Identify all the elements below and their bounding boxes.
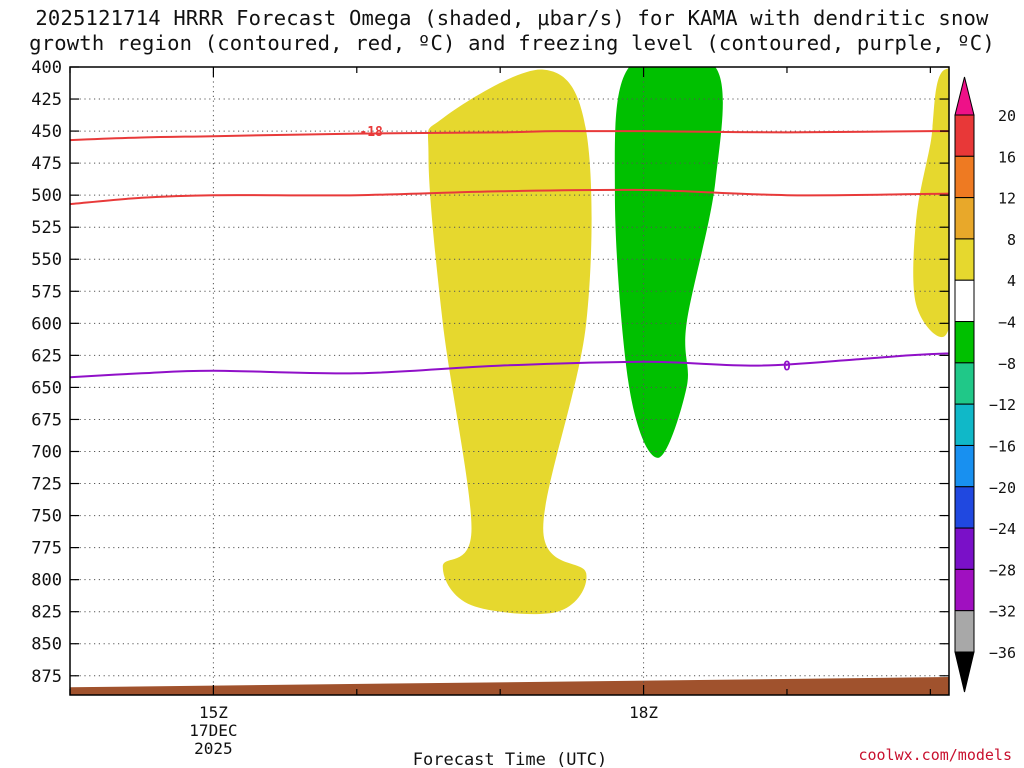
colorbar-box-11 xyxy=(954,568,975,612)
y-tick-label-475: 475 xyxy=(31,154,62,174)
colorbar-label-3: 8 xyxy=(1007,231,1016,249)
colorbar-label-9: −20 xyxy=(989,479,1016,497)
y-tick-label-850: 850 xyxy=(31,635,62,655)
colorbar-label-6: −8 xyxy=(998,355,1016,373)
colorbar-box-7 xyxy=(954,403,975,446)
y-tick-label-525: 525 xyxy=(31,218,62,238)
axis-layer: 400 425 450 475 500 525 550 575 600 625 650 675 700 7… xyxy=(31,58,950,758)
contour-label-3: -12 xyxy=(947,185,970,200)
colorbar-bottom-arrow xyxy=(954,651,975,693)
colorbar-box-4 xyxy=(954,279,975,323)
contour-layer: -18-18-18-1200 xyxy=(70,125,970,379)
title-line-1: 2025121714 HRRR Forecast Omega (shaded, … xyxy=(35,6,989,30)
y-tick-label-875: 875 xyxy=(31,667,62,687)
omega-neg-4-band-18z xyxy=(614,67,723,458)
y-tick-label-775: 775 xyxy=(31,539,62,559)
contour-label-4: 0 xyxy=(783,360,791,375)
colorbar-label-4: 4 xyxy=(1007,272,1016,290)
y-tick-label-500: 500 xyxy=(31,186,62,206)
colorbar-label-13: −36 xyxy=(989,644,1016,662)
omega-pos-4-2030 xyxy=(913,68,949,338)
contour-dgz-minus-12 xyxy=(70,188,949,206)
y-tick-label-550: 550 xyxy=(31,250,62,270)
colorbar-box-3 xyxy=(954,238,975,281)
colorbar-label-8: −16 xyxy=(989,437,1016,455)
contour-dgz-minus-18 xyxy=(70,129,949,142)
colorbar-box-12 xyxy=(954,610,975,653)
y-tick-label-600: 600 xyxy=(31,314,62,334)
y-tick-label-725: 725 xyxy=(31,475,62,495)
colorbar-top-arrow xyxy=(954,76,975,116)
y-tick-label-700: 700 xyxy=(31,442,62,462)
colorbar-box-2 xyxy=(954,197,975,240)
chart-title: 2025121714 HRRR Forecast Omega (shaded, … xyxy=(0,6,1024,56)
y-tick-label-800: 800 xyxy=(31,571,62,591)
title-line-2: growth region (contoured, red, ºC) and f… xyxy=(29,31,995,55)
plot-frame xyxy=(69,66,950,696)
colorbar-box-9 xyxy=(954,486,975,529)
colorbar-layer: 20 16 12 8 4 −4 −8 −12 −16 −20 −24 −28 −32 −36 xyxy=(954,76,1016,693)
colorbar-label-7: −12 xyxy=(989,396,1016,414)
colorbar-box-1 xyxy=(954,155,975,199)
colorbar-label-1: 16 xyxy=(998,148,1016,166)
colorbar-label-2: 12 xyxy=(998,190,1016,208)
ground xyxy=(70,677,949,695)
contour-label-0: -18 xyxy=(359,125,383,140)
y-tick-label-400: 400 xyxy=(31,58,62,78)
colorbar-box-6 xyxy=(954,362,975,405)
colorbar-label-11: −28 xyxy=(989,561,1016,579)
y-tick-label-575: 575 xyxy=(31,282,62,302)
y-tick-label-825: 825 xyxy=(31,603,62,623)
y-tick-label-425: 425 xyxy=(31,90,62,110)
shaded-layer xyxy=(427,67,949,615)
colorbar-box-8 xyxy=(954,444,975,488)
y-tick-label-625: 625 xyxy=(31,346,62,366)
x-axis-label: Forecast Time (UTC) xyxy=(413,750,607,768)
y-tick-label-750: 750 xyxy=(31,507,62,527)
y-tick-label-675: 675 xyxy=(31,410,62,430)
x-tick-label-18Z: 18Z xyxy=(629,703,658,722)
grid-layer xyxy=(70,66,949,695)
y-tick-label-650: 650 xyxy=(31,378,62,398)
x-tick-year-15Z: 2025 xyxy=(194,739,233,758)
omega-pos-4-left xyxy=(427,69,592,615)
colorbar-label-10: −24 xyxy=(989,520,1016,538)
colorbar-box-10 xyxy=(954,527,975,570)
colorbar-label-12: −32 xyxy=(989,603,1016,621)
colorbar-box-5 xyxy=(954,321,975,364)
x-tick-label-15Z: 15Z xyxy=(199,703,228,722)
contour-freezing-level xyxy=(70,352,949,379)
colorbar-box-0 xyxy=(954,114,975,157)
colorbar-label-5: −4 xyxy=(998,314,1016,332)
x-tick-sublabel-15Z: 17DEC xyxy=(189,721,237,740)
site-credit: coolwx.com/models xyxy=(858,746,1012,764)
colorbar-label-0: 20 xyxy=(998,107,1016,125)
terrain-layer xyxy=(70,677,949,695)
y-tick-label-450: 450 xyxy=(31,122,62,142)
